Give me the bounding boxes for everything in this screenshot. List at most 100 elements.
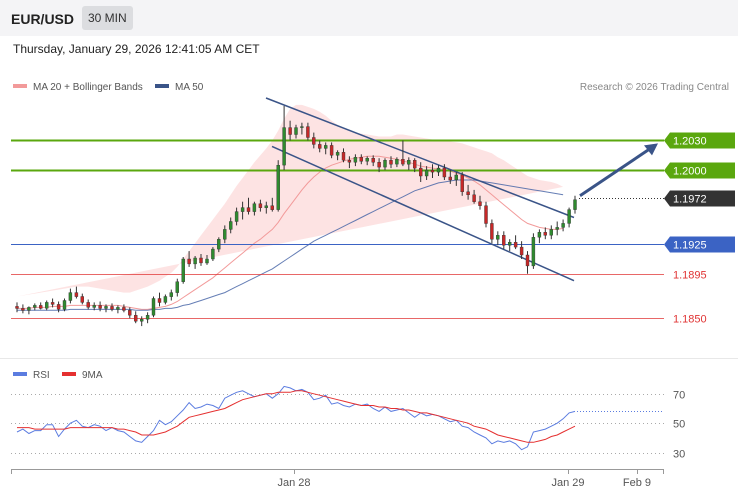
candle-body [490, 223, 494, 240]
candle-body [472, 194, 476, 202]
candle-body [430, 169, 435, 173]
candles [15, 105, 577, 327]
candle-body [217, 238, 221, 250]
candle-body [353, 157, 358, 163]
candle-body [151, 298, 156, 316]
candle-body [573, 199, 577, 210]
candle-body [383, 159, 387, 168]
forecast-arrow [579, 143, 658, 197]
candle-body [133, 315, 138, 322]
timeframe-button[interactable]: 30 MIN [82, 6, 133, 30]
rsi-pane: 70 50 30 [11, 385, 685, 461]
candle-body [175, 281, 180, 293]
candle-body [122, 307, 126, 311]
price-tags: 1.2030 1.2000 1.1972 1.1925 1.1895 1.1850 [664, 132, 735, 326]
candle-body [395, 158, 399, 165]
candle-body [258, 203, 263, 208]
candle-body [318, 144, 322, 149]
candle-body [436, 167, 441, 173]
candle-body [377, 161, 381, 168]
candle-body [21, 308, 25, 311]
legend-ma50-label: MA 50 [175, 82, 204, 93]
candle-body [68, 292, 73, 301]
candle-body [193, 257, 197, 265]
candle-body [110, 306, 114, 310]
rsi-series-9MA [17, 390, 576, 443]
instrument-symbol: EUR/USD [11, 11, 75, 27]
candle-body [531, 237, 536, 267]
price-tag-1.1925 [664, 236, 735, 253]
candle-body [537, 232, 542, 238]
candle-body [329, 145, 334, 156]
candle-body [555, 227, 559, 230]
price-tag-text-1.2030: 1.2030 [673, 136, 707, 148]
candle-body [371, 157, 375, 163]
candle-body [306, 126, 310, 138]
x-tick-label: Feb 9 [623, 477, 651, 489]
candle-body [199, 257, 203, 264]
candle-body [419, 167, 423, 177]
candle-body [45, 302, 49, 309]
price-tag-text-1.1925: 1.1925 [673, 240, 707, 252]
candle-body [413, 159, 417, 169]
candle-body [466, 191, 470, 196]
main-legend: MA 20 + Bollinger Bands MA 50 Research ©… [13, 82, 729, 93]
candle-body [454, 174, 458, 181]
candle-body [240, 207, 245, 212]
candle-body [80, 296, 85, 303]
candle-body [300, 126, 304, 128]
candle-body [62, 300, 67, 310]
trend-channel [265, 97, 575, 282]
candle-body [56, 304, 61, 310]
candle-body [561, 223, 565, 228]
candle-body [187, 258, 191, 265]
channel-upper-line [265, 97, 575, 219]
candle-body [116, 307, 120, 310]
candle-body [324, 145, 328, 149]
candle-body [543, 232, 547, 236]
candle-body [205, 258, 209, 264]
candle-body [341, 152, 346, 161]
candle-body [145, 315, 150, 320]
candle-body [139, 319, 144, 322]
candle-body [347, 159, 352, 163]
legend-bb-swatch [13, 84, 27, 88]
candle-body [502, 235, 506, 246]
x-tick-label: Jan 29 [551, 477, 584, 489]
key-levels [11, 139, 664, 319]
candle-body [104, 306, 108, 309]
candle-body [157, 298, 162, 303]
forecast-arrow-head [644, 143, 658, 156]
rsi-series-RSI [16, 385, 576, 451]
price-tag-1.2030 [664, 132, 735, 149]
candle-body [163, 296, 168, 303]
candle-body [389, 159, 393, 165]
candle-body [335, 152, 340, 156]
candle-body [288, 127, 292, 135]
candle-body [234, 211, 239, 222]
rsi-tick-30: 30 [673, 449, 685, 461]
rsi-tick-50: 50 [673, 419, 685, 431]
legend-ma50-swatch [155, 84, 169, 88]
price-tag-1.1972 [664, 190, 735, 207]
candle-body [442, 167, 447, 178]
candle-body [519, 246, 524, 256]
forecast-arrow-shaft [579, 146, 653, 197]
candle-body [270, 205, 274, 210]
price-tag-1.2000 [664, 162, 735, 179]
moving-averages [17, 155, 564, 311]
price-tag-text-1.2000: 1.2000 [673, 166, 707, 178]
candle-body [448, 176, 452, 181]
legend-rsi-label: RSI [33, 370, 50, 381]
candle-body [15, 306, 19, 309]
candle-body [484, 205, 488, 224]
candle-body [50, 302, 55, 305]
title-bar: EUR/USD 30 MIN [0, 0, 738, 36]
candle-body [567, 209, 571, 224]
legend-9ma-label: 9MA [82, 370, 103, 381]
candle-body [401, 158, 405, 165]
candle-body [359, 157, 363, 162]
price-tag-text-1.1972: 1.1972 [673, 194, 707, 206]
candle-body [478, 201, 482, 206]
